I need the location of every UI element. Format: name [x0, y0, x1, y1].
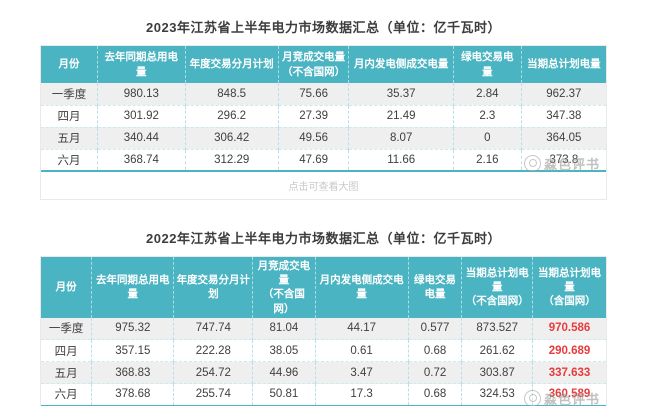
table-image-box-2022[interactable]: 月份 去年同期总用电量 年度交易分月计划 月竞成交电量 （不含国网） 月内发电侧成交电量… [40, 256, 607, 406]
data-cell: 75.66 [277, 83, 349, 105]
data-cell: 747.74 [173, 317, 253, 340]
row-month-label: 四月 [41, 104, 98, 127]
data-cell: 3.47 [314, 361, 409, 384]
row-month-label: 五月 [41, 361, 92, 384]
table-title-2023: 2023年江苏省上半年电力市场数据汇总（单位：亿千瓦时） [146, 20, 501, 35]
row-month-label: 六月 [41, 383, 92, 406]
data-cell: 340.44 [97, 126, 186, 149]
data-cell: 254.72 [173, 361, 253, 384]
column-header: 月份 [41, 257, 92, 318]
data-cell: 290.689 [532, 339, 606, 362]
data-cell: 357.15 [91, 339, 174, 362]
data-cell: 360.589 [532, 383, 606, 406]
table-row: 五月 340.44 306.42 49.56 8.07 0 364.05 [41, 126, 606, 149]
data-cell: 364.05 [520, 126, 606, 149]
row-month-label: 一季度 [41, 83, 98, 105]
table-row: 五月 368.83 254.72 44.96 3.47 0.72 303.87 337.633 [41, 361, 606, 384]
column-header: 当期总计划电量 [520, 46, 606, 83]
column-header: 月内发电侧成交电量 [314, 257, 409, 318]
table-row: 四月 357.15 222.28 38.05 0.61 0.68 261.62 290.689 [41, 339, 606, 362]
data-table-2023: 月份 去年同期总用电量 年度交易分月计划 月竞成交电量 （不含国网） 月内发电侧成交电量… [41, 46, 606, 172]
data-cell: 0.68 [407, 339, 462, 362]
data-cell: 2.84 [452, 83, 522, 105]
table-section-2023: 2023年江苏省上半年电力市场数据汇总（单位：亿千瓦时） 月份 去年同期总用电量年… [0, 0, 647, 200]
table-row: 四月 301.92 296.2 27.39 21.49 2.3 347.38 [41, 104, 606, 127]
header-row: 月份 去年同期总用电量 年度交易分月计划 月竞成交电量 （不含国网） 月内发电侧成交电量… [41, 46, 606, 83]
data-cell: 848.5 [184, 83, 279, 105]
column-header: 月竞成交电量 （不含国网） [277, 46, 349, 83]
table-section-2022: 2022年江苏省上半年电力市场数据汇总（单位：亿千瓦时） 月份 去年同期总用电量年… [0, 200, 647, 406]
data-cell: 47.69 [277, 148, 349, 171]
data-cell: 0.61 [314, 339, 409, 362]
data-table-2022: 月份 去年同期总用电量 年度交易分月计划 月竞成交电量 （不含国网） 月内发电侧成交电量… [41, 257, 606, 406]
data-cell: 49.56 [277, 126, 349, 149]
data-cell: 17.3 [314, 383, 409, 406]
data-cell: 2.3 [452, 104, 522, 127]
data-cell: 962.37 [520, 83, 606, 105]
data-cell: 44.17 [314, 317, 409, 340]
data-cell: 222.28 [173, 339, 253, 362]
column-header: 月竞成交电量 （不含国网） [252, 257, 315, 318]
column-header: 月份 [41, 46, 98, 83]
data-cell: 324.53 [461, 383, 533, 406]
data-cell: 368.74 [97, 148, 186, 171]
data-cell: 0.68 [407, 383, 462, 406]
data-cell: 2.16 [452, 148, 522, 171]
column-header: 年度交易分月计划 [173, 257, 253, 318]
data-cell: 38.05 [252, 339, 315, 362]
column-header: 去年同期总用电量 [97, 46, 186, 83]
column-header: 月内发电侧成交电量 [348, 46, 454, 83]
data-cell: 255.74 [173, 383, 253, 406]
header-row: 月份 去年同期总用电量 年度交易分月计划 月竞成交电量 （不含国网） 月内发电侧成交电量… [41, 257, 606, 318]
data-cell: 301.92 [97, 104, 186, 127]
table-title-2022: 2022年江苏省上半年电力市场数据汇总（单位：亿千瓦时） [146, 231, 501, 246]
column-header: 当期总计划电量 （不含国网） [461, 257, 533, 318]
data-cell: 873.527 [461, 317, 533, 340]
data-cell: 0.577 [407, 317, 462, 340]
data-cell: 261.62 [461, 339, 533, 362]
row-month-label: 六月 [41, 148, 98, 171]
data-cell: 81.04 [252, 317, 315, 340]
table-row: 一季度 980.13 848.5 75.66 35.37 2.84 962.37 [41, 83, 606, 105]
data-cell: 35.37 [348, 83, 454, 105]
column-header: 绿电交易电量 [407, 257, 462, 318]
column-header: 当期总计划电量 （含国网） [532, 257, 606, 318]
data-cell: 347.38 [520, 104, 606, 127]
column-header: 去年同期总用电量 [91, 257, 174, 318]
data-cell: 378.68 [91, 383, 174, 406]
data-cell: 975.32 [91, 317, 174, 340]
row-month-label: 四月 [41, 339, 92, 362]
data-cell: 337.633 [532, 361, 606, 384]
data-cell: 306.42 [184, 126, 279, 149]
table-row: 六月 368.74 312.29 47.69 11.66 2.16 373.8 [41, 148, 606, 171]
data-cell: 0 [452, 126, 522, 149]
row-month-label: 一季度 [41, 317, 92, 340]
data-cell: 21.49 [348, 104, 454, 127]
data-cell: 8.07 [348, 126, 454, 149]
row-month-label: 五月 [41, 126, 98, 149]
data-cell: 296.2 [184, 104, 279, 127]
data-cell: 27.39 [277, 104, 349, 127]
data-cell: 0.72 [407, 361, 462, 384]
data-cell: 368.83 [91, 361, 174, 384]
table-image-box-2023[interactable]: 月份 去年同期总用电量 年度交易分月计划 月竞成交电量 （不含国网） 月内发电侧成交电量… [40, 45, 607, 200]
data-cell: 980.13 [97, 83, 186, 105]
data-cell: 312.29 [184, 148, 279, 171]
column-header: 绿电交易电量 [452, 46, 522, 83]
data-cell: 373.8 [520, 148, 606, 171]
data-cell: 11.66 [348, 148, 454, 171]
data-cell: 970.586 [532, 317, 606, 340]
table-caption: 点击可查看大图 [41, 172, 606, 199]
table-row: 一季度 975.32 747.74 81.04 44.17 0.577 873.527 970… [41, 317, 606, 340]
data-cell: 44.96 [252, 361, 315, 384]
table-row: 六月 378.68 255.74 50.81 17.3 0.68 324.53 360.589 [41, 383, 606, 406]
column-header: 年度交易分月计划 [184, 46, 279, 83]
data-cell: 50.81 [252, 383, 315, 406]
data-cell: 303.87 [461, 361, 533, 384]
